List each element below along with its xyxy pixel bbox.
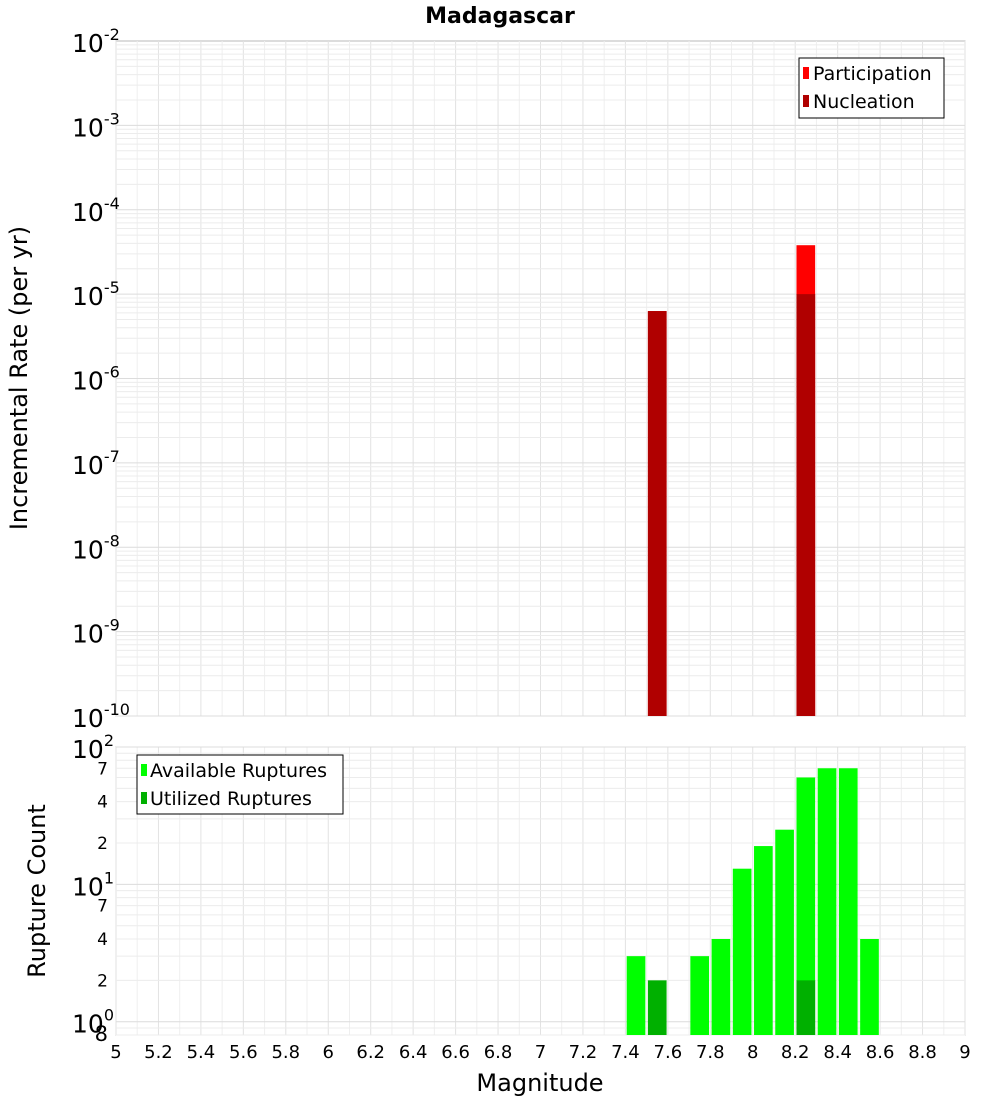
legend-nucleation-label: Nucleation [813, 91, 915, 113]
x-tick-label: 7.4 [611, 1042, 640, 1063]
rate-bars [647, 245, 816, 717]
rate-y-axis-label: Incremental Rate (per yr) [5, 226, 33, 530]
utilized-ruptures-bar [647, 980, 667, 1035]
rate-y-tick-label: 10-2 [72, 25, 120, 58]
x-tick-label: 9 [959, 1042, 970, 1063]
available-ruptures-bar [690, 956, 710, 1035]
x-tick-label: 5.2 [144, 1042, 173, 1063]
count-y-tick-label: 4 [97, 930, 108, 950]
rate-legend-box [798, 57, 945, 119]
x-tick-label: 8.8 [908, 1042, 937, 1063]
x-tick-label: 5.6 [229, 1042, 258, 1063]
count-y-tick-label: 8 [95, 1022, 108, 1046]
x-tick-label: 6.8 [484, 1042, 513, 1063]
x-tick-label: 8 [747, 1042, 758, 1063]
available-ruptures-bar [711, 939, 731, 1035]
available-ruptures-bar [860, 939, 879, 1035]
x-tick-label: 5.4 [187, 1042, 216, 1063]
legend-utilized-label: Utilized Ruptures [150, 788, 312, 810]
rate-y-tick-label: 10-3 [72, 109, 120, 142]
count-y-tick-label: 7 [97, 759, 108, 779]
x-tick-label: 8.2 [781, 1042, 810, 1063]
rate-panel: 10-2 10-3 10-4 10-5 10-6 10-7 10-8 10-9 10-10 In… [5, 25, 966, 733]
rate-legend: Participation Nucleation [798, 57, 945, 119]
rate-y-tick-label: 10-9 [72, 616, 120, 649]
x-tick-label: 7.6 [654, 1042, 683, 1063]
rate-y-tick-label: 10-8 [72, 531, 120, 564]
count-y-tick-label: 100 [72, 1006, 114, 1039]
x-tick-label: 7.8 [696, 1042, 725, 1063]
x-tick-label: 5.8 [271, 1042, 300, 1063]
legend-participation-label: Participation [813, 63, 932, 85]
rate-y-tick-label: 10-10 [72, 700, 130, 733]
x-tick-label: 6.2 [356, 1042, 385, 1063]
x-tick-label: 8.6 [866, 1042, 895, 1063]
x-tick-label: 5 [110, 1042, 121, 1063]
utilized-ruptures-bar [796, 980, 816, 1035]
legend-participation-swatch [803, 67, 809, 79]
count-y-tick-label: 101 [72, 868, 114, 901]
x-tick-label: 8.4 [823, 1042, 852, 1063]
rate-y-tick-label: 10-4 [72, 194, 120, 227]
x-axis-label: Magnitude [476, 1069, 603, 1097]
available-ruptures-bar [626, 956, 646, 1035]
chart-title: Madagascar [425, 4, 575, 29]
rate-y-tick-label: 10-6 [72, 363, 120, 396]
nucleation-bar [796, 294, 816, 716]
count-y-tick-label: 2 [97, 834, 108, 854]
count-y-axis-label: Rupture Count [23, 804, 51, 978]
available-ruptures-bar [817, 768, 837, 1035]
x-tick-label: 6.6 [441, 1042, 470, 1063]
count-y-tick-label: 7 [97, 897, 108, 917]
count-legend-box [136, 754, 344, 815]
legend-utilized-swatch [141, 792, 147, 804]
rate-grid [115, 41, 966, 717]
rate-y-ticks: 10-2 10-3 10-4 10-5 10-6 10-7 10-8 10-9 10-10 [72, 25, 130, 733]
rate-y-tick-label: 10-7 [72, 447, 120, 480]
count-y-tick-label: 2 [97, 971, 108, 991]
nucleation-bar [647, 311, 667, 716]
available-ruptures-bar [732, 868, 752, 1035]
available-ruptures-bar [775, 829, 794, 1035]
count-bars [626, 768, 879, 1035]
x-tick-label: 7.2 [569, 1042, 598, 1063]
available-ruptures-bar [838, 768, 858, 1035]
rate-y-tick-label: 10-5 [72, 278, 120, 311]
available-ruptures-bar [754, 846, 773, 1035]
legend-available-label: Available Ruptures [150, 760, 327, 782]
x-ticks: 5 5.2 5.4 5.6 5.8 6 6.2 6.4 6.6 6.8 7 7.2 7.4 7.6 7.8 8… [110, 1042, 970, 1063]
x-tick-label: 6.4 [399, 1042, 428, 1063]
available-ruptures-bar [796, 777, 816, 1035]
count-legend: Available Ruptures Utilized Ruptures [136, 754, 344, 815]
legend-nucleation-swatch [803, 95, 809, 107]
count-y-tick-label: 4 [97, 793, 108, 813]
count-y-tick-label: 102 [72, 731, 114, 764]
x-tick-label: 6 [323, 1042, 334, 1063]
legend-available-swatch [141, 764, 147, 776]
x-tick-label: 7 [535, 1042, 546, 1063]
